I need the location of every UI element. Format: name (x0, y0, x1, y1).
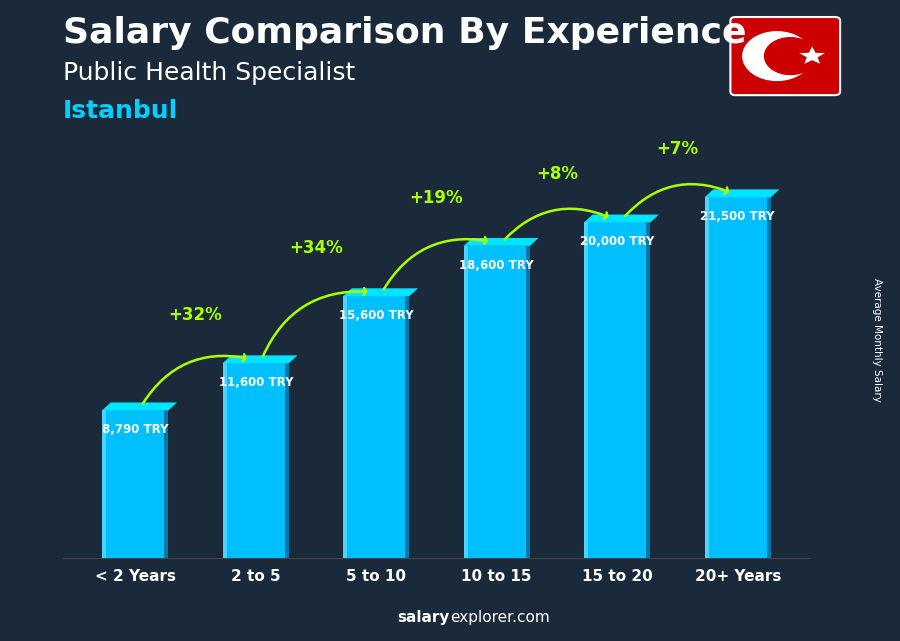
Polygon shape (343, 288, 418, 296)
Text: 8,790 TRY: 8,790 TRY (102, 424, 168, 437)
Bar (646, 222, 651, 558)
Polygon shape (799, 47, 825, 64)
Text: Public Health Specialist: Public Health Specialist (63, 61, 356, 85)
Bar (464, 246, 468, 558)
Bar (103, 410, 106, 558)
Text: 11,600 TRY: 11,600 TRY (219, 376, 293, 389)
Text: 15,600 TRY: 15,600 TRY (339, 309, 414, 322)
Circle shape (742, 32, 811, 80)
Bar (343, 296, 347, 558)
Text: +7%: +7% (656, 140, 698, 158)
Text: +32%: +32% (168, 306, 222, 324)
Text: explorer.com: explorer.com (450, 610, 550, 625)
Text: +34%: +34% (289, 239, 343, 257)
Text: Average Monthly Salary: Average Monthly Salary (872, 278, 883, 402)
Bar (222, 363, 227, 558)
Polygon shape (103, 403, 177, 410)
Bar (767, 197, 770, 558)
Text: 18,600 TRY: 18,600 TRY (459, 259, 534, 272)
FancyBboxPatch shape (731, 17, 840, 95)
Polygon shape (584, 215, 659, 222)
Polygon shape (464, 238, 538, 246)
Circle shape (764, 38, 816, 74)
Text: Istanbul: Istanbul (63, 99, 178, 123)
Bar (343, 296, 410, 558)
Bar (705, 197, 770, 558)
Text: 21,500 TRY: 21,500 TRY (700, 210, 775, 223)
Text: +8%: +8% (536, 165, 578, 183)
Bar (405, 296, 410, 558)
Polygon shape (705, 189, 779, 197)
Text: Salary Comparison By Experience: Salary Comparison By Experience (63, 16, 746, 50)
Text: +19%: +19% (410, 188, 464, 206)
Bar (526, 246, 530, 558)
Bar (584, 222, 651, 558)
Bar (222, 363, 289, 558)
Bar (285, 363, 289, 558)
Bar (584, 222, 588, 558)
Text: 20,000 TRY: 20,000 TRY (580, 235, 654, 249)
Text: salary: salary (398, 610, 450, 625)
Bar (464, 246, 530, 558)
Bar (165, 410, 168, 558)
Bar (705, 197, 708, 558)
Bar (103, 410, 168, 558)
Polygon shape (222, 355, 298, 363)
